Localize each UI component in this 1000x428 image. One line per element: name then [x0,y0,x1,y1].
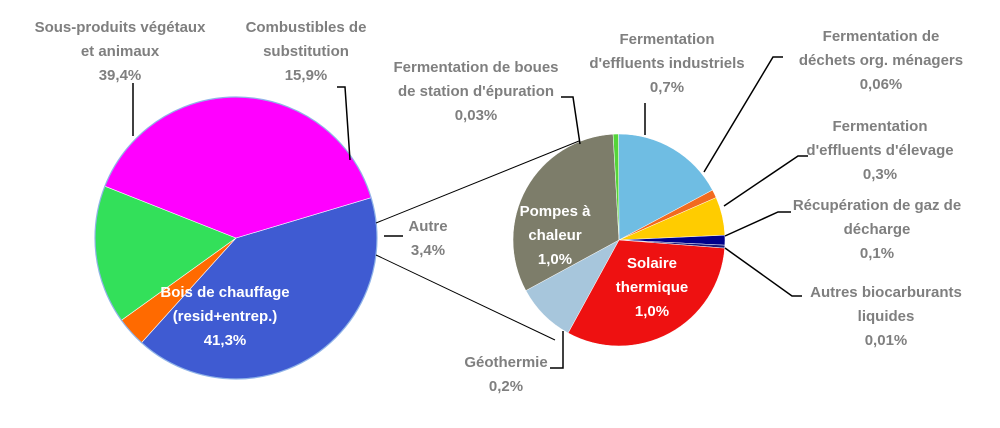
left-leader-2 [337,86,351,161]
left-label-3: Sous-produits végétaux et animaux 39,4% [35,19,207,84]
right-leader-2 [723,155,808,207]
left-pie-outline [94,96,378,380]
main-pie [94,96,378,380]
right-label-8: Fermentation de boues de station d'épurat… [393,59,558,124]
right-slice-8 [612,133,620,241]
connector-line-1 [375,254,556,341]
left-label-2: Combustibles de substitution 15,9% [246,19,367,84]
right-label-5: Solaire thermique 1,0% [616,255,689,320]
pie-connector-lines [375,140,580,341]
right-label-0: Fermentation d'effluents industriels 0,7% [589,31,744,96]
right-label-4: Autres biocarburants liquides 0,01% [810,284,962,349]
right-leader-6 [550,331,564,369]
right-label-7: Pompes à chaleur 1,0% [520,203,592,268]
right-label-2: Fermentation d'effluents d'élevage 0,3% [806,118,953,183]
right-slice-5 [567,239,725,347]
right-leader-8 [561,96,581,145]
slice-labels: Bois de chauffage (resid+entrep.) 41,3% Aut… [35,19,964,395]
left-label-1: Autre 3,4% [408,218,447,259]
right-slice-7 [512,133,620,291]
right-leader-4 [724,247,802,297]
connector-line-0 [375,140,580,224]
breakdown-pie [512,133,726,347]
right-label-1: Fermentation de déchets org. ménagers 0,06… [799,28,963,93]
right-slice-0 [618,133,713,241]
left-label-0: Bois de chauffage (resid+entrep.) 41,3% [160,284,289,349]
right-label-6: Géothermie 0,2% [464,354,547,395]
right-leader-3 [724,211,791,237]
right-leader-1 [703,56,783,173]
right-label-3: Récupération de gaz de décharge 0,1% [793,197,961,262]
